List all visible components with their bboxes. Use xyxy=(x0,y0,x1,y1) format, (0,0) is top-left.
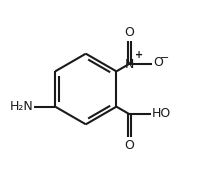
Text: +: + xyxy=(135,50,143,60)
Text: N: N xyxy=(125,58,134,71)
Text: HO: HO xyxy=(152,107,171,120)
Text: O: O xyxy=(125,26,134,39)
Text: H₂N: H₂N xyxy=(9,100,33,113)
Text: O: O xyxy=(153,56,163,69)
Text: O: O xyxy=(125,139,134,152)
Text: −: − xyxy=(160,53,169,63)
